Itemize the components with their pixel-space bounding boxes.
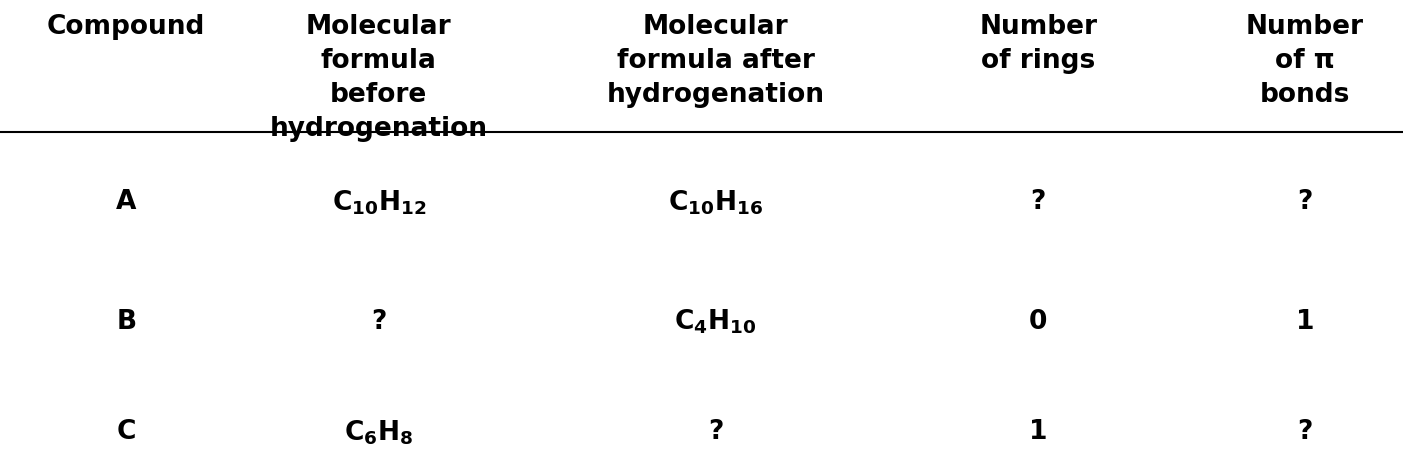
Text: Number
of π
bonds: Number of π bonds [1246, 14, 1364, 107]
Text: ?: ? [709, 419, 723, 444]
Text: Number
of rings: Number of rings [979, 14, 1097, 73]
Text: 0: 0 [1028, 308, 1048, 334]
Text: ?: ? [1298, 419, 1312, 444]
Text: ?: ? [372, 308, 386, 334]
Text: ?: ? [1031, 189, 1045, 215]
Text: Molecular
formula
before
hydrogenation: Molecular formula before hydrogenation [269, 14, 488, 141]
Text: $\mathbf{C_{10}H_{12}}$: $\mathbf{C_{10}H_{12}}$ [331, 188, 427, 216]
Text: B: B [116, 308, 136, 334]
Text: Compound: Compound [48, 14, 205, 40]
Text: Molecular
formula after
hydrogenation: Molecular formula after hydrogenation [606, 14, 825, 107]
Text: 1: 1 [1295, 308, 1315, 334]
Text: $\mathbf{C_{10}H_{16}}$: $\mathbf{C_{10}H_{16}}$ [668, 188, 763, 216]
Text: ?: ? [1298, 189, 1312, 215]
Text: 1: 1 [1028, 419, 1048, 444]
Text: A: A [116, 189, 136, 215]
Text: $\mathbf{C_{6}H_{8}}$: $\mathbf{C_{6}H_{8}}$ [344, 417, 414, 446]
Text: $\mathbf{C_{4}H_{10}}$: $\mathbf{C_{4}H_{10}}$ [675, 307, 756, 336]
Text: C: C [116, 419, 136, 444]
